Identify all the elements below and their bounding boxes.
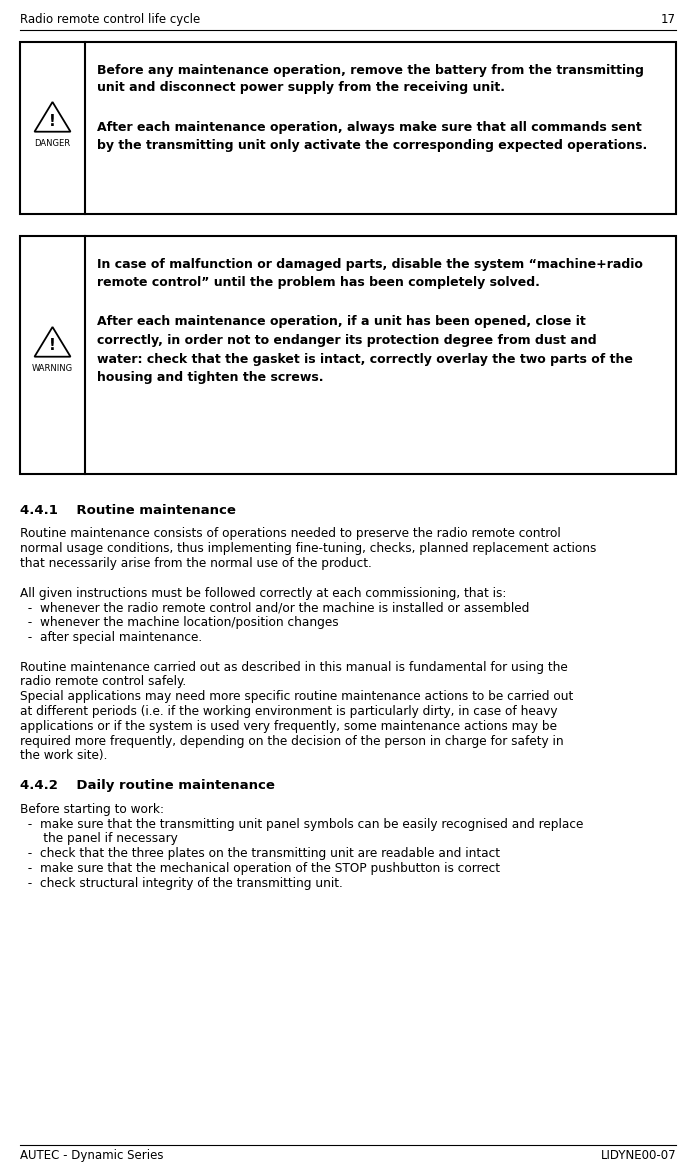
Text: After each maintenance operation, if a unit has been opened, close it: After each maintenance operation, if a u… [97, 315, 586, 328]
Text: the work site).: the work site). [20, 749, 107, 762]
Text: Before starting to work:: Before starting to work: [20, 803, 164, 816]
Text: -  check that the three plates on the transmitting unit are readable and intact: - check that the three plates on the tra… [20, 847, 500, 860]
Text: -  whenever the machine location/position changes: - whenever the machine location/position… [20, 616, 339, 629]
Text: at different periods (i.e. if the working environment is particularly dirty, in : at different periods (i.e. if the workin… [20, 705, 557, 718]
Text: applications or if the system is used very frequently, some maintenance actions : applications or if the system is used ve… [20, 720, 557, 733]
Text: -  make sure that the transmitting unit panel symbols can be easily recognised a: - make sure that the transmitting unit p… [20, 818, 583, 831]
Text: housing and tighten the screws.: housing and tighten the screws. [97, 371, 324, 384]
Text: DANGER: DANGER [34, 139, 70, 148]
Text: LIDYNE00-07: LIDYNE00-07 [601, 1149, 676, 1162]
Text: -  after special maintenance.: - after special maintenance. [20, 631, 202, 644]
Text: In case of malfunction or damaged parts, disable the system “machine+radio: In case of malfunction or damaged parts,… [97, 258, 643, 271]
Text: that necessarily arise from the normal use of the product.: that necessarily arise from the normal u… [20, 557, 372, 571]
Text: After each maintenance operation, always make sure that all commands sent: After each maintenance operation, always… [97, 121, 642, 134]
Text: by the transmitting unit only activate the corresponding expected operations.: by the transmitting unit only activate t… [97, 139, 647, 152]
Text: normal usage conditions, thus implementing fine-tuning, checks, planned replacem: normal usage conditions, thus implementi… [20, 543, 596, 555]
Text: Routine maintenance carried out as described in this manual is fundamental for u: Routine maintenance carried out as descr… [20, 661, 568, 673]
Bar [20, 236, 676, 474]
Text: radio remote control safely.: radio remote control safely. [20, 676, 186, 689]
Text: unit and disconnect power supply from the receiving unit.: unit and disconnect power supply from th… [97, 82, 505, 95]
Text: 4.4.2    Daily routine maintenance: 4.4.2 Daily routine maintenance [20, 780, 275, 792]
Text: the panel if necessary: the panel if necessary [20, 832, 177, 845]
Text: 17: 17 [661, 13, 676, 26]
Text: !: ! [49, 338, 56, 354]
Bar [20, 42, 676, 214]
Text: -  whenever the radio remote control and/or the machine is installed or assemble: - whenever the radio remote control and/… [20, 601, 530, 615]
Text: remote control” until the problem has been completely solved.: remote control” until the problem has be… [97, 275, 540, 288]
Text: Routine maintenance consists of operations needed to preserve the radio remote c: Routine maintenance consists of operatio… [20, 527, 561, 540]
Text: required more frequently, depending on the decision of the person in charge for : required more frequently, depending on t… [20, 735, 564, 748]
Text: 4.4.1    Routine maintenance: 4.4.1 Routine maintenance [20, 504, 236, 517]
Text: -  make sure that the mechanical operation of the STOP pushbutton is correct: - make sure that the mechanical operatio… [20, 862, 500, 875]
Text: All given instructions must be followed correctly at each commissioning, that is: All given instructions must be followed … [20, 587, 507, 600]
Text: AUTEC - Dynamic Series: AUTEC - Dynamic Series [20, 1149, 164, 1162]
Text: water: check that the gasket is intact, correctly overlay the two parts of the: water: check that the gasket is intact, … [97, 352, 633, 365]
Text: WARNING: WARNING [32, 364, 73, 372]
Text: -  check structural integrity of the transmitting unit.: - check structural integrity of the tran… [20, 876, 342, 889]
Text: Before any maintenance operation, remove the battery from the transmitting: Before any maintenance operation, remove… [97, 64, 644, 77]
Text: !: ! [49, 113, 56, 128]
Text: correctly, in order not to endanger its protection degree from dust and: correctly, in order not to endanger its … [97, 334, 596, 347]
Text: Special applications may need more specific routine maintenance actions to be ca: Special applications may need more speci… [20, 691, 574, 704]
Text: Radio remote control life cycle: Radio remote control life cycle [20, 13, 200, 26]
